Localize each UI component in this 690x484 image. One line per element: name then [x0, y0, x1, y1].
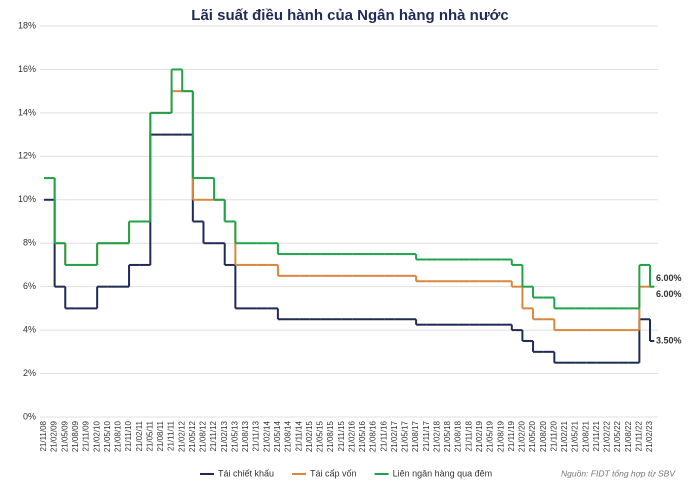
end-label: 6.00%	[656, 289, 682, 299]
y-tick-label: 6%	[23, 281, 36, 291]
x-tick-label: 21/08/16	[369, 420, 378, 452]
y-tick-label: 14%	[18, 107, 36, 117]
x-tick-label: 21/05/09	[60, 420, 69, 452]
x-tick-label: 21/02/11	[135, 420, 144, 451]
x-tick-label: 21/08/15	[326, 420, 335, 452]
x-tick-label: 21/11/15	[337, 420, 346, 451]
x-tick-label: 21/05/20	[528, 420, 537, 452]
x-tick-label: 21/11/19	[507, 420, 516, 451]
x-tick-label: 21/02/13	[220, 420, 229, 452]
x-tick-label: 21/08/10	[114, 420, 123, 452]
x-tick-label: 21/11/13	[252, 420, 261, 451]
x-tick-label: 21/08/18	[454, 420, 463, 452]
x-tick-label: 21/02/15	[305, 420, 314, 452]
y-tick-label: 2%	[23, 368, 36, 378]
x-tick-label: 21/08/21	[581, 420, 590, 452]
x-tick-label: 21/05/22	[613, 420, 622, 452]
x-tick-label: 21/11/11	[167, 420, 176, 451]
x-tick-label: 21/08/22	[624, 420, 633, 452]
x-tick-label: 21/08/09	[71, 420, 80, 452]
x-tick-label: 21/08/17	[411, 420, 420, 452]
x-tick-label: 21/02/16	[347, 420, 356, 452]
x-tick-label: 21/05/12	[188, 420, 197, 452]
x-tick-label: 21/05/19	[486, 420, 495, 452]
x-tick-label: 21/02/17	[390, 420, 399, 452]
x-tick-label: 21/11/17	[422, 420, 431, 451]
source-note: Nguồn: FIDT tổng hợp từ SBV	[561, 468, 676, 478]
x-tick-label: 21/02/20	[518, 420, 527, 452]
x-tick-label: 21/02/18	[432, 420, 441, 452]
x-tick-label: 21/08/11	[156, 420, 165, 451]
legend-label: Liên ngân hàng qua đêm	[393, 468, 493, 478]
x-tick-label: 21/08/14	[284, 420, 293, 452]
x-tick-label: 21/11/10	[124, 420, 133, 451]
y-tick-label: 16%	[18, 64, 36, 74]
x-tick-label: 21/11/08	[39, 420, 48, 451]
x-tick-label: 21/11/09	[82, 420, 91, 451]
x-tick-label: 21/05/18	[443, 420, 452, 452]
chart-title: Lãi suất điều hành của Ngân hàng nhà nướ…	[191, 7, 508, 24]
y-tick-label: 8%	[23, 238, 36, 248]
x-tick-label: 21/11/22	[634, 420, 643, 451]
x-tick-label: 21/08/12	[199, 420, 208, 452]
x-tick-label: 21/11/12	[209, 420, 218, 451]
legend-label: Tái chiết khấu	[218, 468, 274, 478]
x-tick-label: 21/02/22	[603, 420, 612, 452]
x-tick-label: 21/05/17	[401, 420, 410, 452]
x-tick-label: 21/11/21	[592, 420, 601, 451]
x-tick-label: 21/05/11	[145, 420, 154, 451]
y-tick-label: 10%	[18, 194, 36, 204]
x-tick-label: 21/02/10	[92, 420, 101, 452]
x-tick-label: 21/05/15	[316, 420, 325, 452]
x-tick-label: 21/02/19	[475, 420, 484, 452]
x-tick-label: 21/05/16	[358, 420, 367, 452]
end-label: 6.00%	[656, 273, 682, 283]
x-tick-label: 21/02/23	[645, 420, 654, 452]
x-tick-label: 21/11/18	[464, 420, 473, 451]
x-tick-label: 21/02/21	[560, 420, 569, 452]
x-tick-label: 21/08/19	[496, 420, 505, 452]
y-tick-label: 4%	[23, 324, 36, 334]
x-tick-label: 21/05/14	[273, 420, 282, 452]
legend-label: Tái cấp vốn	[310, 468, 357, 478]
x-tick-label: 21/05/10	[103, 420, 112, 452]
x-tick-label: 21/05/21	[571, 420, 580, 452]
x-tick-label: 21/11/20	[549, 420, 558, 451]
end-label: 3.50%	[656, 335, 682, 345]
x-tick-label: 21/11/14	[294, 420, 303, 451]
x-tick-label: 21/08/13	[241, 420, 250, 452]
y-tick-label: 18%	[18, 20, 36, 30]
x-tick-label: 21/02/09	[50, 420, 59, 452]
y-tick-label: 12%	[18, 151, 36, 161]
x-tick-label: 21/02/12	[177, 420, 186, 452]
x-tick-label: 21/08/20	[539, 420, 548, 452]
x-tick-label: 21/05/13	[230, 420, 239, 452]
y-tick-label: 0%	[23, 411, 36, 421]
x-tick-label: 21/11/16	[379, 420, 388, 451]
x-tick-label: 21/02/14	[262, 420, 271, 452]
